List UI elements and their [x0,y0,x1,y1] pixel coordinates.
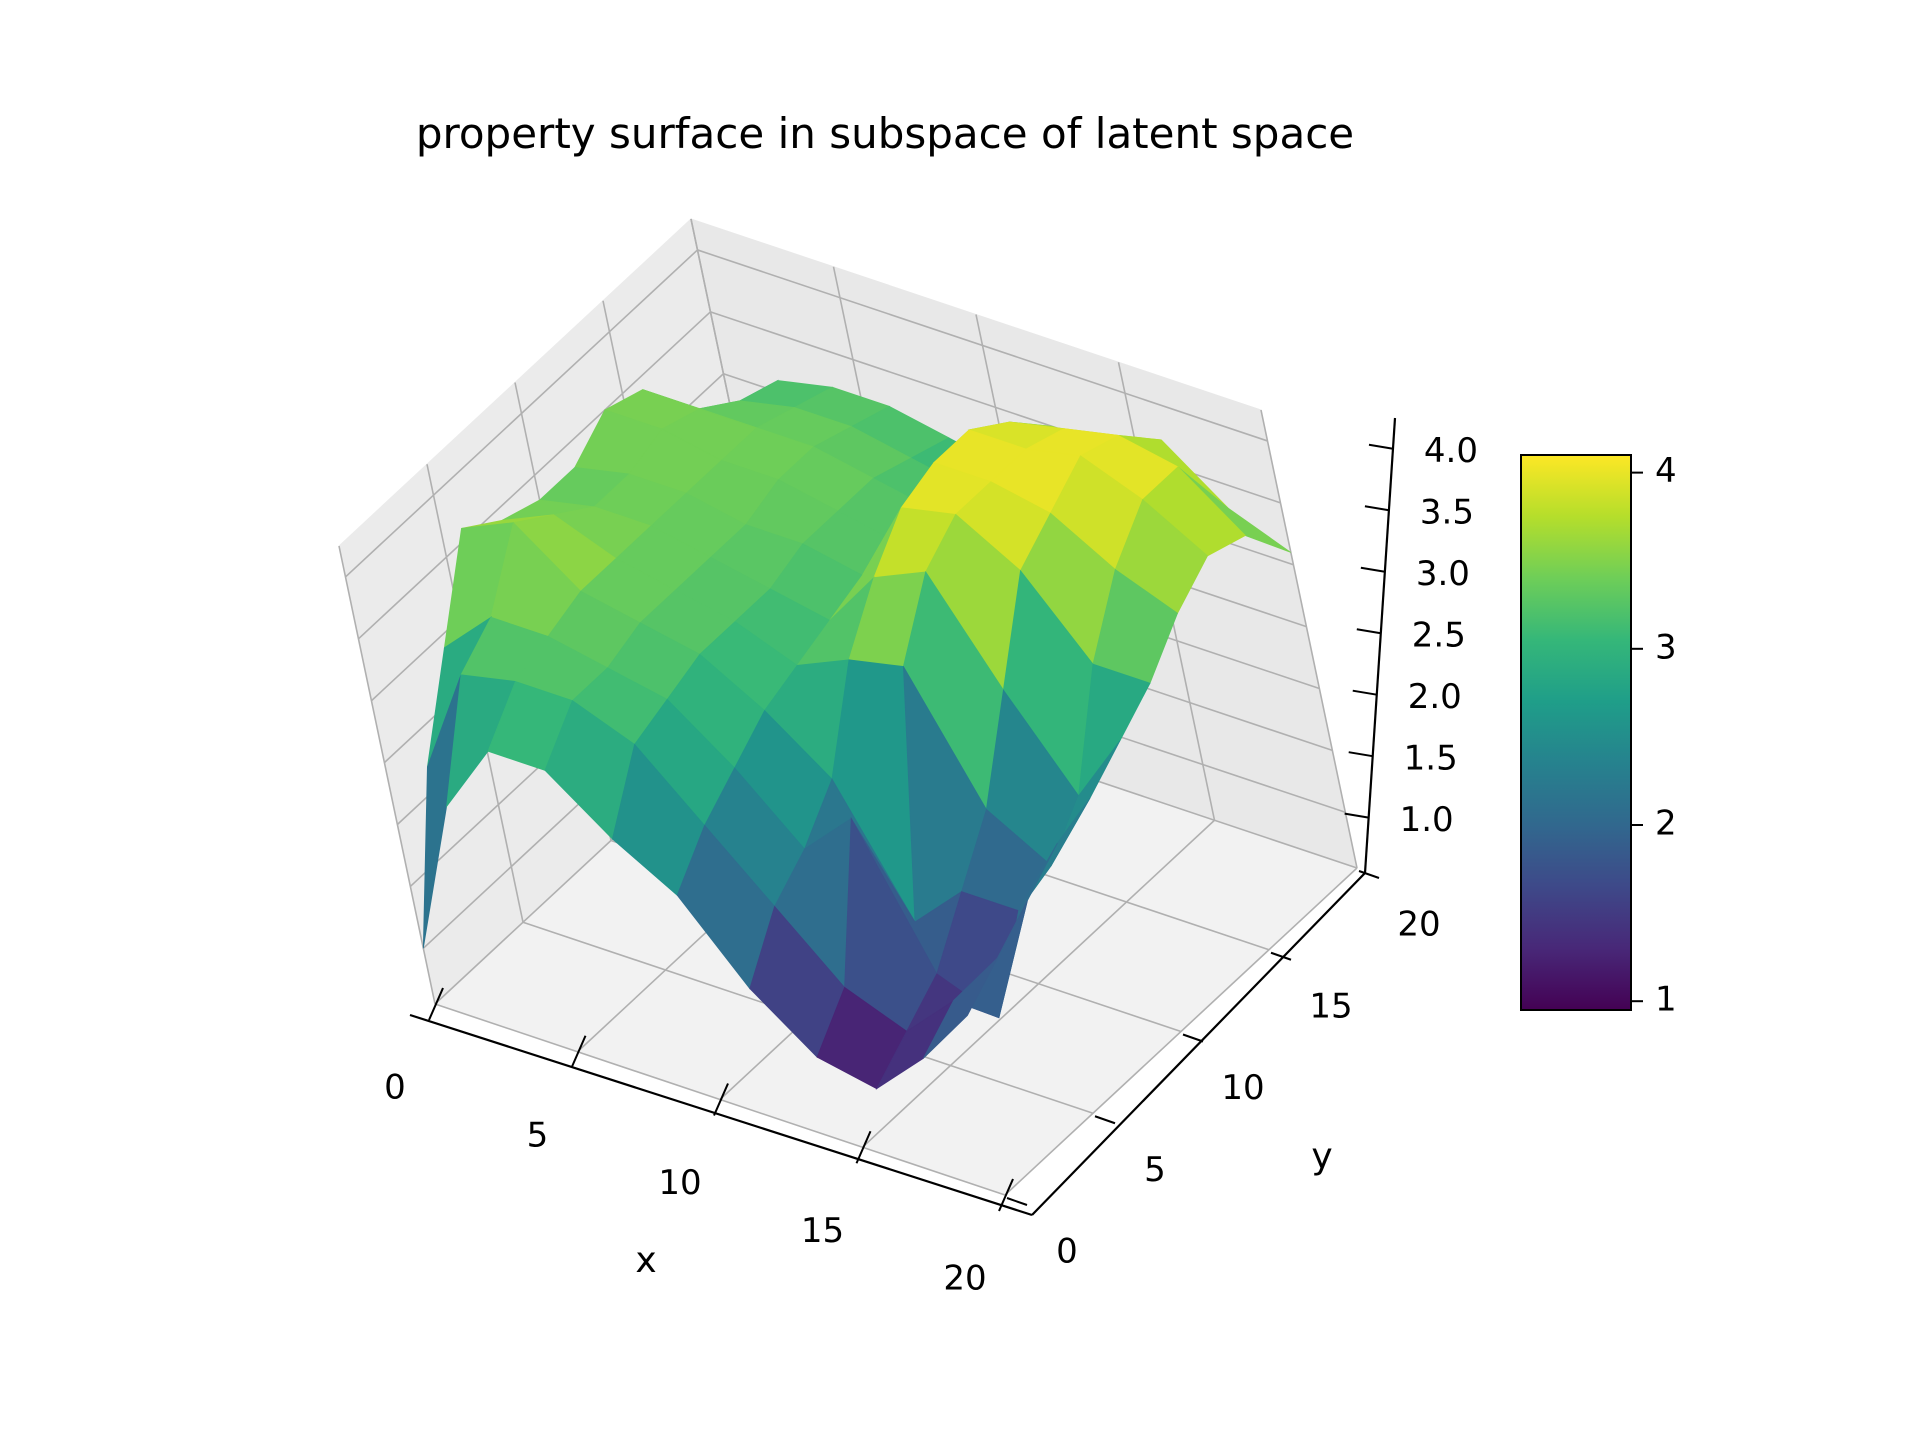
x-tick-mark [855,1130,872,1164]
back-grid-z [697,249,1268,442]
z-tick-mark [1344,812,1369,819]
z-tick-label: 3.0 [1416,554,1470,594]
x-tick-mark [428,987,444,1021]
y-tick-mark [1094,1115,1116,1125]
z-tick-mark [1348,751,1373,758]
tick-labels: 0 5 10 15 20 0 5 10 15 20 1.0 1.5 2.0 2.5 3.0 3.5 4.0 [384,431,1478,1298]
colorbar: 1 2 3 4 [1520,451,1677,1020]
colorbar-tick-label: 4 [1655,451,1677,491]
x-tick-label: 20 [943,1259,986,1299]
z-tick-label: 1.5 [1404,739,1458,779]
z-tick-label: 1.0 [1400,800,1454,840]
x-tick-mark [713,1083,729,1116]
z-tick-label: 3.5 [1420,493,1474,533]
x-axis-label: x [635,1240,656,1281]
z-tick-label: 2.5 [1412,616,1466,656]
x-tick-label: 10 [658,1163,701,1203]
y-tick-mark [1270,951,1292,961]
y-tick-label: 15 [1309,986,1352,1026]
z-tick-mark [1356,628,1381,635]
left-grid-z [357,311,712,640]
x-tick-label: 5 [527,1115,549,1155]
x-tick-label: 15 [801,1211,844,1251]
z-tick-label: 4.0 [1424,431,1478,471]
y-tick-label: 0 [1056,1232,1078,1272]
colorbar-tick-label: 2 [1655,804,1677,844]
y-axis-line [1031,872,1366,1216]
y-axis-label: y [1311,1136,1332,1177]
x-tick-mark [570,1035,587,1069]
y-tick-mark [1182,1033,1204,1043]
z-tick-mark [1360,566,1386,573]
z-tick-mark [1352,689,1377,696]
chart-title: property surface in subspace of latent s… [416,109,1354,158]
z-axis-line [1363,417,1397,874]
x-tick-mark [998,1178,1014,1212]
surface-mesh [422,379,1292,1090]
axis-lines [409,417,1397,1217]
x-axis-line [409,1013,1033,1217]
y-tick-mark [1006,1197,1028,1206]
x-tick-label: 0 [384,1068,406,1108]
y-tick-label: 10 [1221,1068,1264,1108]
back-grid-x [1260,409,1358,869]
colorbar-tick-label: 1 [1655,980,1677,1020]
colorbar-tick-label: 3 [1655,627,1677,667]
z-tick-mark [1364,505,1390,512]
z-tick-label: 2.0 [1408,677,1462,717]
surface-facet [923,957,998,1059]
z-tick-mark [1368,443,1394,450]
y-tick-label: 5 [1144,1150,1166,1190]
y-tick-mark [1358,870,1380,879]
colorbar-ticks: 1 2 3 4 [1631,451,1677,1020]
y-tick-label: 20 [1397,905,1440,945]
left-grid-z [344,249,699,578]
left-grid-y [338,545,436,1005]
colorbar-gradient [1520,454,1632,1011]
